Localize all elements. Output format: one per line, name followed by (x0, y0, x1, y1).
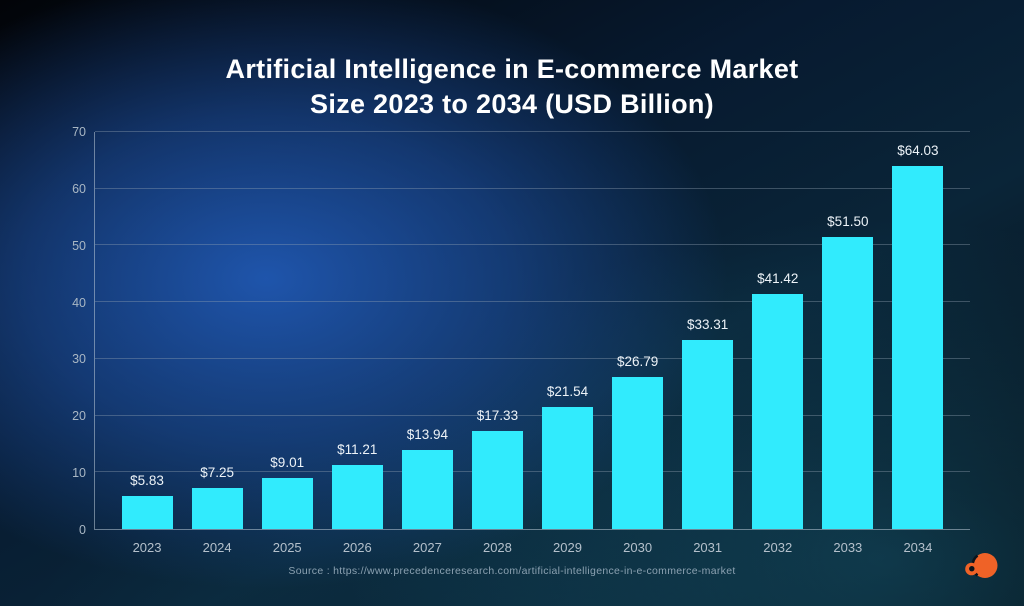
bar-value-label-2029: $21.54 (546, 383, 589, 399)
bar-slot-2031: $33.31 2031 (673, 132, 743, 555)
y-tick-label-40: 40 (72, 295, 86, 310)
plot-area: $5.83 2023 $7.25 2024 $9.01 2025 $11.21 2026 $13… (94, 131, 970, 555)
x-tick-label-2028: 2028 (482, 540, 512, 555)
bar-value-label-2027: $13.94 (406, 426, 448, 442)
y-tick-label-10: 10 (72, 466, 86, 481)
bar-2026 (331, 465, 383, 529)
bar-slot-2032: $41.42 2032 (743, 132, 813, 555)
y-tick-label-20: 20 (72, 409, 86, 424)
chart-title-line2: Size 2023 to 2034 (USD Billion) (310, 89, 714, 119)
y-tick-label-30: 30 (72, 352, 86, 367)
bar-2033 (822, 236, 874, 529)
y-tick-label-70: 70 (72, 125, 86, 139)
gridline-50 (95, 244, 970, 246)
bar-slot-2028: $17.33 2028 (462, 132, 532, 555)
gridline-30 (95, 357, 970, 359)
bar-value-label-2033: $51.50 (827, 213, 869, 229)
y-tick-label-0: 0 (79, 523, 86, 537)
bar-2028 (471, 430, 523, 529)
bar-slot-2024: $7.25 2024 (182, 132, 252, 555)
bar-value-label-2031: $33.31 (687, 317, 729, 333)
source-attribution: Source : https://www.precedenceresearch.… (288, 565, 736, 577)
x-tick-label-2023: 2023 (132, 540, 162, 555)
x-tick-label-2029: 2029 (553, 540, 582, 555)
y-tick-label-60: 60 (72, 181, 86, 196)
bar-2025 (261, 477, 313, 529)
chart-title-line1: Artificial Intelligence in E-commerce Ma… (225, 54, 799, 84)
gridline-10 (95, 471, 970, 473)
x-tick-label-2030: 2030 (623, 540, 653, 555)
bar-value-label-2023: $5.83 (130, 472, 164, 488)
gridline-60 (95, 187, 970, 189)
bar-2032 (752, 294, 804, 529)
bar-value-label-2028: $17.33 (476, 407, 519, 423)
bar-2023 (121, 495, 173, 529)
gridline-70 (95, 131, 970, 132)
x-tick-label-2024: 2024 (202, 540, 232, 555)
bar-slot-2025: $9.01 2025 (252, 132, 322, 555)
y-tick-label-50: 50 (72, 238, 86, 253)
bar-2034 (892, 165, 944, 529)
bar-value-label-2025: $9.01 (270, 454, 305, 470)
bar-2029 (542, 406, 593, 529)
bar-value-label-2024: $7.25 (200, 464, 235, 480)
x-tick-label-2032: 2032 (763, 540, 793, 555)
bar-slot-2023: $5.83 2023 (112, 132, 182, 555)
bar-slot-2033: $51.50 2033 (813, 132, 883, 555)
bar-2031 (682, 340, 734, 529)
bars-container: $5.83 2023 $7.25 2024 $9.01 2025 $11.21 2026 $13… (95, 132, 970, 555)
bar-slot-2030: $26.79 2030 (603, 132, 673, 555)
x-tick-label-2025: 2025 (272, 540, 302, 555)
chart-title: Artificial Intelligence in E-commerce Ma… (0, 52, 1024, 122)
y-axis-tick-labels: 0 10 20 30 40 50 60 70 (0, 125, 86, 537)
bar-2027 (401, 449, 453, 529)
bar-value-label-2026: $11.21 (337, 442, 378, 458)
x-tick-label-2034: 2034 (903, 540, 933, 555)
bar-value-label-2030: $26.79 (616, 354, 659, 370)
precedence-research-logo-icon (962, 548, 1000, 586)
bar-2030 (612, 377, 664, 529)
bar-slot-2029: $21.54 2029 (532, 132, 602, 555)
x-tick-label-2027: 2027 (412, 540, 442, 555)
bar-value-label-2034: $64.03 (897, 142, 939, 158)
x-tick-label-2026: 2026 (342, 540, 372, 555)
gridline-20 (95, 414, 970, 416)
x-tick-label-2031: 2031 (693, 540, 723, 555)
bar-slot-2026: $11.21 2026 (322, 132, 392, 555)
gridline-40 (95, 301, 970, 303)
bar-value-label-2032: $41.42 (757, 271, 799, 287)
x-tick-label-2033: 2033 (833, 540, 863, 555)
bar-slot-2027: $13.94 2027 (392, 132, 462, 555)
bar-2024 (191, 487, 243, 529)
bar-slot-2034: $64.03 2034 (883, 132, 953, 555)
